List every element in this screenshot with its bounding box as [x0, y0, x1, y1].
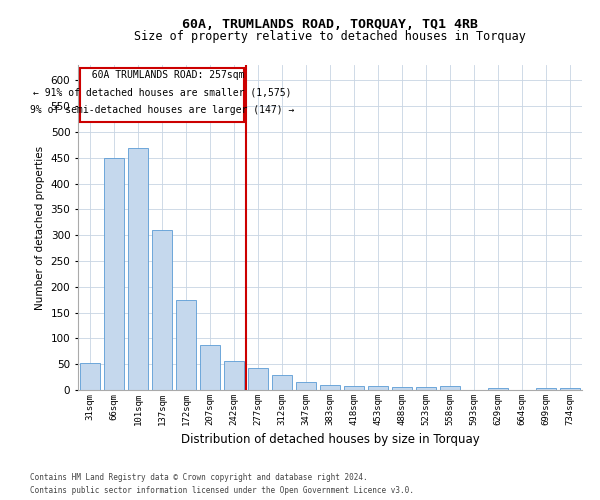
Bar: [80, 362, 100, 390]
Text: ← 91% of detached houses are smaller (1,575): ← 91% of detached houses are smaller (1,…: [33, 88, 291, 98]
Text: 60A, TRUMLANDS ROAD, TORQUAY, TQ1 4RB: 60A, TRUMLANDS ROAD, TORQUAY, TQ1 4RB: [182, 18, 478, 30]
Bar: [224, 360, 244, 390]
Y-axis label: Number of detached properties: Number of detached properties: [35, 146, 45, 310]
FancyBboxPatch shape: [80, 68, 244, 122]
Bar: [344, 386, 364, 390]
X-axis label: Distribution of detached houses by size in Torquay: Distribution of detached houses by size …: [181, 434, 479, 446]
Text: Size of property relative to detached houses in Torquay: Size of property relative to detached ho…: [134, 30, 526, 43]
Bar: [200, 344, 220, 390]
Text: 60A TRUMLANDS ROAD: 257sqm: 60A TRUMLANDS ROAD: 257sqm: [80, 70, 244, 81]
Bar: [560, 388, 580, 390]
Bar: [128, 148, 148, 390]
Text: Contains public sector information licensed under the Open Government Licence v3: Contains public sector information licen…: [30, 486, 414, 495]
Bar: [152, 230, 172, 390]
Bar: [272, 374, 292, 390]
Bar: [104, 158, 124, 390]
Bar: [176, 300, 196, 390]
Bar: [320, 386, 340, 390]
Bar: [248, 368, 268, 390]
Bar: [488, 388, 508, 390]
Bar: [392, 387, 412, 390]
Text: 9% of semi-detached houses are larger (147) →: 9% of semi-detached houses are larger (1…: [30, 105, 294, 115]
Bar: [368, 386, 388, 390]
Bar: [296, 382, 316, 390]
Bar: [416, 388, 436, 390]
Bar: [440, 386, 460, 390]
Bar: [536, 388, 556, 390]
Text: Contains HM Land Registry data © Crown copyright and database right 2024.: Contains HM Land Registry data © Crown c…: [30, 474, 368, 482]
